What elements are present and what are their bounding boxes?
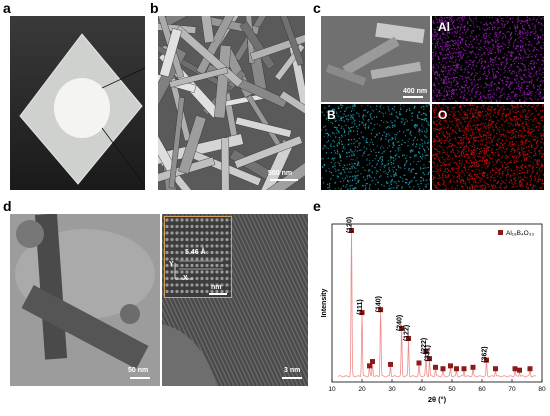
peak-marker bbox=[448, 363, 453, 369]
scale-label-b: 500 nm bbox=[268, 170, 293, 177]
o-map-image bbox=[432, 104, 544, 190]
peak-marker bbox=[493, 366, 498, 372]
peak-marker bbox=[427, 356, 432, 362]
peak-marker bbox=[512, 366, 518, 372]
scale-bar-d-right bbox=[282, 377, 302, 379]
map-al-label: Al bbox=[438, 20, 450, 34]
hrtem-lattice-image bbox=[162, 214, 308, 386]
panel-d-label: d bbox=[3, 198, 12, 214]
panel-a-label: a bbox=[3, 0, 11, 16]
sem-single-rod bbox=[321, 16, 430, 102]
al-map-image bbox=[432, 16, 544, 102]
x-tick-label: 60 bbox=[478, 386, 486, 393]
inset-axis-x: X bbox=[183, 275, 188, 282]
inset-lattice-image bbox=[165, 217, 231, 297]
scale-bar-b bbox=[270, 179, 298, 181]
scale-bar-d-left bbox=[130, 377, 150, 379]
peak-marker bbox=[399, 325, 405, 331]
peak-marker bbox=[517, 367, 522, 373]
map-b-label: B bbox=[327, 108, 336, 122]
inset-axis-y: Y bbox=[169, 261, 174, 268]
x-axis-label: 2θ (°) bbox=[428, 395, 447, 404]
peak-marker bbox=[470, 364, 476, 370]
plot-frame bbox=[331, 223, 543, 383]
panel-b-sem-image: 500 nm bbox=[158, 16, 305, 190]
scale-label-d-left: 50 nm bbox=[128, 367, 149, 374]
peak-label: (122) bbox=[404, 325, 411, 341]
panel-e-label: e bbox=[313, 198, 321, 214]
peak-marker bbox=[484, 357, 489, 363]
peak-label: (120) bbox=[347, 217, 354, 233]
peak-marker bbox=[388, 361, 393, 367]
peak-marker bbox=[406, 336, 411, 341]
peak-marker bbox=[416, 360, 422, 366]
peak-marker bbox=[367, 363, 372, 369]
inset-unit: nm bbox=[211, 284, 222, 291]
x-tick-label: 80 bbox=[538, 386, 546, 393]
peak-label: (362) bbox=[482, 346, 489, 362]
legend-marker bbox=[498, 230, 503, 235]
x-tick-label: 40 bbox=[418, 386, 426, 393]
peak-label: (140) bbox=[376, 296, 383, 312]
peak-marker bbox=[378, 307, 384, 313]
xrd-pattern-line bbox=[337, 231, 537, 378]
peak-marker bbox=[359, 310, 365, 316]
panel-a-photo bbox=[10, 16, 145, 190]
peak-label: (111) bbox=[357, 299, 364, 315]
map-o: O bbox=[432, 104, 544, 190]
x-tick-label: 30 bbox=[388, 386, 396, 393]
scale-label-c: 400 nm bbox=[403, 88, 428, 95]
map-b: B bbox=[321, 104, 430, 190]
x-tick-label: 70 bbox=[508, 386, 516, 393]
scale-label-d-right: 3 nm bbox=[284, 367, 301, 374]
sem-rods bbox=[158, 16, 305, 190]
paper-sample-image bbox=[10, 16, 145, 190]
peak-marker bbox=[440, 366, 446, 372]
panel-c-sem: 400 nm bbox=[321, 16, 430, 102]
panel-c-label: c bbox=[313, 0, 321, 16]
map-al: Al bbox=[432, 16, 544, 102]
legend-label: Al₁₈B₄O₃₃ bbox=[506, 230, 534, 237]
x-tick-label: 20 bbox=[358, 386, 366, 393]
panel-d-hrtem: 5.46 Å Y X nm 3 nm bbox=[162, 214, 308, 386]
peak-marker bbox=[454, 366, 459, 372]
y-axis-label: Intensity bbox=[321, 289, 328, 318]
xrd-chart: 10 20 30 40 50 60 70 80 2θ (°) Intensity (120) (111… bbox=[321, 217, 546, 404]
panel-d-tem: 50 nm bbox=[10, 214, 160, 386]
x-tick-label: 50 bbox=[448, 386, 456, 393]
peak-label: (222) bbox=[421, 338, 428, 354]
peak-marker bbox=[527, 366, 533, 372]
peak-marker bbox=[461, 366, 467, 372]
panel-b-label: b bbox=[150, 0, 159, 16]
x-tick-label: 10 bbox=[328, 386, 336, 393]
peak-marker bbox=[423, 348, 429, 354]
inset-spacing: 5.46 Å bbox=[185, 249, 206, 256]
tem-rods-image bbox=[10, 214, 160, 386]
peak-marker bbox=[370, 359, 375, 365]
map-o-label: O bbox=[438, 108, 448, 122]
peak-label: (240) bbox=[397, 315, 404, 331]
peak-label: (331) bbox=[425, 345, 432, 361]
peak-marker bbox=[433, 364, 438, 370]
scale-bar-c bbox=[403, 96, 423, 98]
peak-marker bbox=[349, 228, 354, 233]
b-map-image bbox=[321, 104, 430, 190]
inset-fft: 5.46 Å Y X nm bbox=[164, 216, 232, 298]
